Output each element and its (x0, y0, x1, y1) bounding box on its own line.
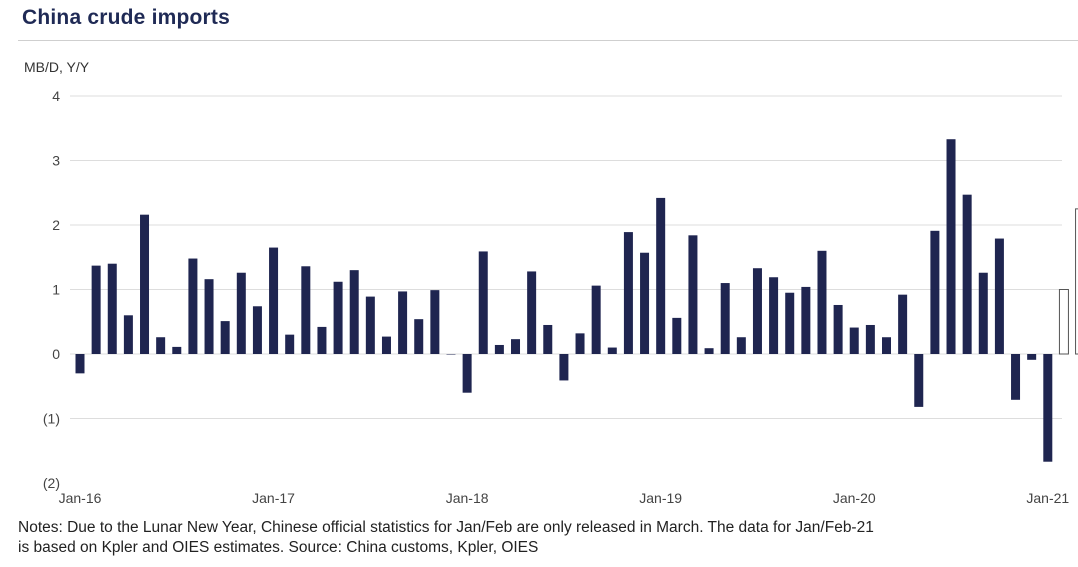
bar (204, 279, 214, 354)
bar (462, 354, 472, 393)
y-tick-label: (2) (43, 475, 60, 491)
bar (269, 247, 279, 354)
bar (865, 324, 875, 354)
y-tick-label: 4 (52, 88, 60, 104)
notes-line-1: Notes: Due to the Lunar New Year, Chines… (18, 519, 874, 536)
bar (720, 283, 730, 354)
bar (704, 348, 714, 354)
estimate-bar (1075, 208, 1078, 355)
bar (1043, 354, 1053, 462)
bar (962, 194, 972, 354)
y-axis-label: MB/D, Y/Y (24, 59, 90, 75)
bar (591, 285, 601, 354)
y-tick-label: 2 (52, 217, 60, 233)
bar (381, 336, 391, 354)
bar (688, 235, 698, 354)
bar (672, 317, 682, 354)
bar (527, 271, 537, 354)
bar (301, 266, 311, 354)
bar (817, 250, 827, 354)
y-tick-label: 0 (52, 346, 60, 362)
bar (994, 238, 1004, 354)
x-tick-labels: Jan-16 Jan-17 Jan-18 Jan-19 Jan-20 Jan-21 (59, 490, 1070, 506)
x-tick-label: Jan-16 (59, 490, 102, 506)
bar (172, 346, 182, 354)
x-tick-label: Jan-19 (639, 490, 682, 506)
bar (769, 277, 779, 354)
chart-notes: Notes: Due to the Lunar New Year, Chines… (18, 518, 1073, 558)
bar (1027, 354, 1037, 360)
bar (640, 252, 650, 354)
bar (736, 337, 746, 354)
bar (252, 306, 262, 354)
bar (414, 319, 424, 354)
notes-line-2: is based on Kpler and OIES estimates. So… (18, 539, 539, 556)
bar (75, 354, 85, 374)
bar (785, 292, 795, 354)
bar (882, 337, 891, 354)
bar (220, 321, 230, 354)
bar (898, 294, 908, 354)
bar (349, 270, 359, 354)
bar (285, 334, 295, 354)
bar (623, 232, 633, 354)
bar (1011, 354, 1021, 400)
bar (333, 281, 343, 354)
bar (511, 339, 521, 354)
bar (91, 265, 101, 354)
bar (801, 286, 811, 354)
y-tick-labels: 4 3 2 1 0 (1) (2) (43, 88, 60, 491)
bar (365, 296, 375, 354)
bar (156, 337, 166, 354)
bar (398, 291, 408, 354)
bar (543, 324, 553, 354)
bar (494, 344, 504, 354)
x-tick-label: Jan-20 (833, 490, 876, 506)
bar (559, 354, 569, 381)
bar (478, 251, 488, 354)
bar (430, 290, 440, 354)
x-tick-label: Jan-21 (1026, 490, 1069, 506)
x-tick-label: Jan-17 (252, 490, 295, 506)
bar (575, 333, 585, 354)
bar (752, 268, 762, 354)
bar (656, 197, 666, 354)
bar (123, 315, 133, 354)
estimate-bar (1058, 289, 1069, 355)
bar (607, 347, 617, 354)
x-tick-label: Jan-18 (446, 490, 489, 506)
bar (914, 354, 924, 407)
bar (849, 327, 859, 354)
y-tick-label: 3 (52, 153, 60, 169)
y-tick-label: 1 (52, 282, 60, 298)
bar (930, 230, 940, 354)
bar (236, 272, 246, 354)
bar (107, 263, 117, 354)
bar (978, 272, 988, 354)
bar (188, 258, 198, 354)
bar-chart: MB/D, Y/Y 4 3 2 1 0 (1) (2) Jan-16 Jan-17 Jan-18… (24, 59, 1078, 506)
y-tick-label: (1) (43, 411, 60, 427)
bars (75, 139, 1078, 462)
bar (140, 214, 150, 354)
bar (446, 354, 456, 355)
bar (946, 139, 956, 354)
title-divider (18, 40, 1078, 41)
chart-title: China crude imports (22, 6, 230, 29)
bar (317, 326, 327, 354)
bar (833, 304, 843, 354)
